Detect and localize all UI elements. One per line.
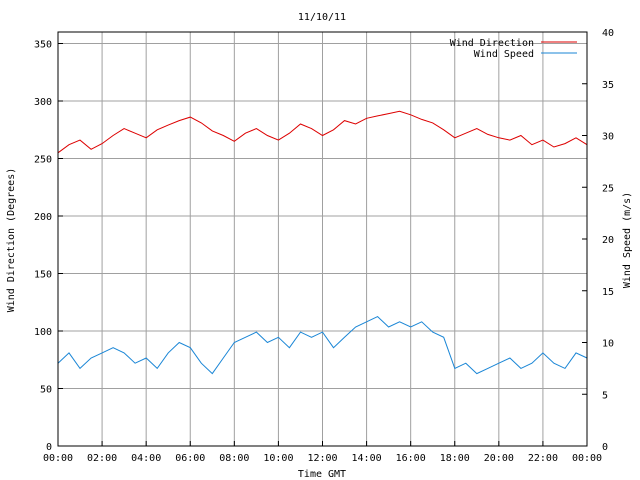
x-tick-labels: 00:00 02:00 04:00 06:00 08:00 10:00 12:00 14:00… xyxy=(43,441,602,464)
plot-frame xyxy=(57,31,588,447)
series-line-wind-speed xyxy=(57,316,588,375)
y-left-tick-label: 0 xyxy=(46,442,52,453)
x-tick-label: 02:00 xyxy=(87,453,117,464)
chart-title: 11/10/11 xyxy=(298,12,346,23)
x-axis-label: Time GMT xyxy=(298,469,346,480)
x-tick-label: 16:00 xyxy=(396,453,426,464)
y-left-tick-labels: 0 50 100 150 200 250 300 350 xyxy=(34,40,63,453)
y-right-tick-label: 0 xyxy=(602,442,608,453)
y-axis-right-label: Wind Speed (m/s) xyxy=(622,192,633,288)
series-lines xyxy=(57,110,588,375)
y-left-tick-label: 250 xyxy=(34,155,52,166)
x-tick-label: 10:00 xyxy=(263,453,293,464)
x-tick-label: 08:00 xyxy=(219,453,249,464)
y-left-tick-label: 200 xyxy=(34,212,52,223)
y-left-tick-label: 350 xyxy=(34,40,52,51)
y-right-tick-label: 30 xyxy=(602,132,614,143)
x-tick-label: 00:00 xyxy=(43,453,73,464)
y-right-tick-label: 20 xyxy=(602,235,614,246)
legend-label: Wind Speed xyxy=(474,49,534,60)
x-tick-label: 14:00 xyxy=(352,453,382,464)
x-tick-label: 22:00 xyxy=(528,453,558,464)
x-tick-label: 00:00 xyxy=(572,453,602,464)
y-right-tick-label: 40 xyxy=(602,28,614,39)
grid-lines xyxy=(58,32,587,446)
x-tick-label: 20:00 xyxy=(484,453,514,464)
y-right-tick-label: 5 xyxy=(602,390,608,401)
x-tick-label: 12:00 xyxy=(307,453,337,464)
y-axis-left-label: Wind Direction (Degrees) xyxy=(6,168,17,313)
x-tick-label: 04:00 xyxy=(131,453,161,464)
y-right-tick-label: 10 xyxy=(602,339,614,350)
y-right-tick-label: 35 xyxy=(602,80,614,91)
series-line-wind-direction xyxy=(57,110,588,154)
y-right-tick-label: 25 xyxy=(602,183,614,194)
y-right-tick-label: 15 xyxy=(602,287,614,298)
y-left-tick-label: 300 xyxy=(34,97,52,108)
x-tick-label: 18:00 xyxy=(440,453,470,464)
y-left-tick-label: 100 xyxy=(34,327,52,338)
legend-label: Wind Direction xyxy=(450,38,534,49)
x-tick-label: 06:00 xyxy=(175,453,205,464)
y-left-tick-label: 50 xyxy=(40,385,52,396)
y-left-tick-label: 150 xyxy=(34,270,52,281)
